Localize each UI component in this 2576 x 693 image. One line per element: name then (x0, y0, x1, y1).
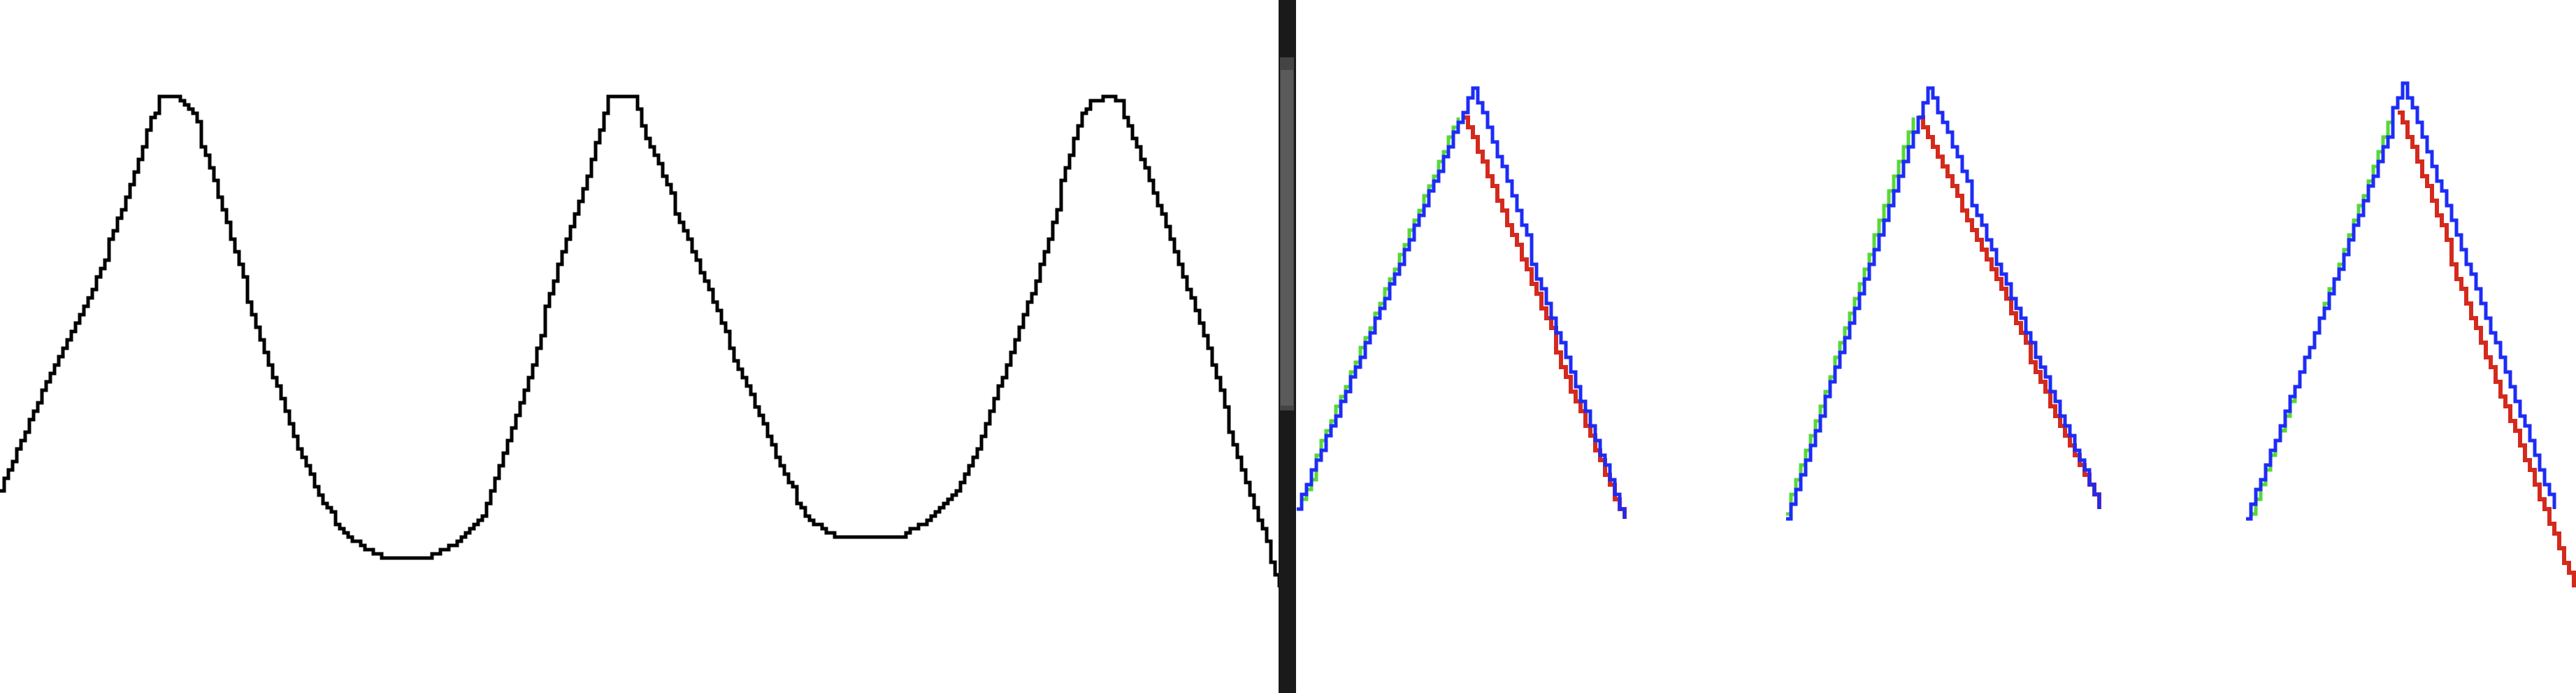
fitted-peak-3 (2246, 81, 2576, 587)
blue-trace-line (1297, 86, 1627, 519)
red-fit-line (1918, 115, 2101, 509)
blue-trace-line (1786, 86, 2101, 521)
panel-divider[interactable] (1279, 0, 1296, 693)
red-fit-line (1463, 115, 1627, 519)
fitted-peak-1 (1297, 86, 1627, 519)
fitted-peaks-panel (1297, 81, 2576, 587)
blue-trace-line (2246, 81, 2556, 521)
red-fit-line (2398, 110, 2576, 587)
original-waveform-panel (0, 94, 1281, 587)
fitted-peak-2 (1786, 86, 2101, 521)
divider-thumb-highlight (1281, 70, 1293, 406)
waveform-line (0, 94, 1281, 587)
green-fit-line (1786, 117, 1915, 516)
